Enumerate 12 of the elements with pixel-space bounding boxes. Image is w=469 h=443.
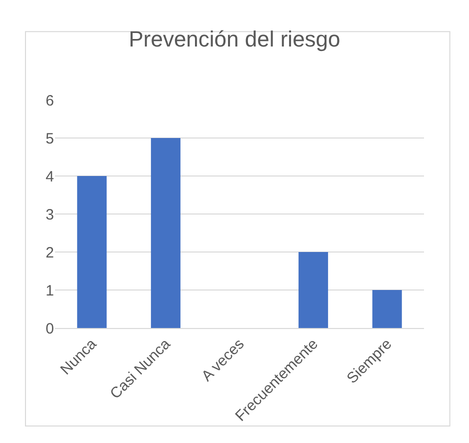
y-tick-label: 5 (46, 130, 54, 148)
bar (150, 138, 180, 328)
y-tick-label: 4 (46, 168, 54, 186)
y-tick-label: 1 (46, 282, 54, 300)
y-tick-label: 0 (46, 320, 54, 338)
y-tick-label: 2 (46, 244, 54, 262)
y-tick-label: 3 (46, 206, 54, 224)
bar (77, 176, 107, 328)
chart-title: Prevención del riesgo (128, 26, 340, 52)
y-tick-label: 6 (46, 92, 54, 110)
bar (372, 290, 402, 328)
bar (298, 252, 328, 328)
